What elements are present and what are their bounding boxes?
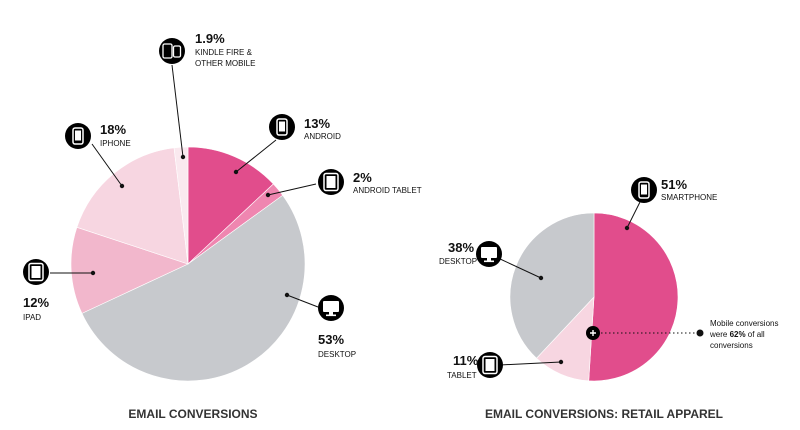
value-label-desktop-retail: 38% (448, 240, 474, 255)
leader-iphone (91, 143, 123, 187)
leader-android (235, 139, 277, 173)
labels-email-conversions: 13%ANDROID 2%ANDROID TABLET 53% DESKTOP 12% I… (23, 31, 422, 359)
leader-dot-kindle (180, 154, 186, 160)
email-slice-ipad (70, 226, 189, 314)
category-label-kindle-line2: OTHER MOBILE (195, 59, 255, 68)
multi-device-icon (159, 38, 185, 64)
leader-desktop-retail (497, 257, 542, 279)
leader-desktop (286, 294, 319, 308)
category-label-ipad: IPAD (23, 313, 41, 322)
annotation-were: were (709, 330, 730, 339)
leader-android-tablet (267, 183, 317, 196)
smartphone-icon (269, 114, 295, 140)
annotation-of-all: of all (746, 330, 765, 339)
desktop-icon (476, 241, 502, 267)
chart-title-retail-apparel: EMAIL CONVERSIONS: RETAIL APPAREL (485, 407, 723, 421)
plus-icon (586, 326, 600, 340)
pie-chart-retail-apparel (509, 212, 679, 382)
email-slice-android (187, 146, 274, 265)
annotation-line1: Mobile conversions (710, 319, 778, 328)
tablet-icon (318, 169, 344, 195)
tablet-icon (23, 259, 49, 285)
leader-dot-iphone (119, 183, 125, 189)
desktop-icon (318, 295, 344, 321)
category-label-desktop: DESKTOP (318, 350, 356, 359)
leader-dot-android (233, 169, 239, 175)
category-label-android-tablet: ANDROID TABLET (353, 186, 422, 195)
leader-dot-smartphone (624, 225, 630, 231)
leader-kindle (171, 64, 184, 158)
category-label-android: ANDROID (304, 132, 341, 141)
category-label-desktop-retail: DESKTOP (439, 257, 477, 266)
value-label-smartphone: 51% (661, 177, 687, 192)
leader-dot-tablet (558, 359, 564, 365)
annotation-percent: 62% (730, 330, 746, 339)
value-label-tablet: 11% (453, 353, 479, 368)
leader-dot-desktop-retail (538, 275, 544, 281)
labels-retail-apparel: 51%SMARTPHONE 11% TABLET 38% DESKTOP Mobile c… (439, 177, 778, 380)
annotation-line3: conversions (710, 341, 753, 350)
value-label-iphone: 18% (100, 122, 126, 137)
annotation-end-dot (696, 329, 704, 337)
category-label-kindle-line1: KINDLE FIRE & (195, 48, 253, 57)
smartphone-icon (631, 177, 657, 203)
value-label-ipad: 12% (23, 295, 49, 310)
annotation-line2: were 62% of all (709, 330, 765, 339)
email-slice-kindle-fire-other-mobile (173, 146, 189, 265)
pie-chart-email-conversions (70, 146, 306, 382)
email-slice-desktop (81, 194, 306, 382)
category-label-iphone: IPHONE (100, 139, 131, 148)
value-label-android: 13% (304, 116, 330, 131)
smartphone-icon (65, 123, 91, 149)
value-label-kindle: 1.9% (195, 31, 225, 46)
tablet-icon (477, 352, 503, 378)
chart-title-email-conversions: EMAIL CONVERSIONS (128, 407, 257, 421)
leader-smartphone (626, 197, 643, 229)
leader-dot-android-tablet (265, 192, 271, 198)
leader-dot-ipad (90, 270, 96, 276)
leader-dot-desktop (284, 292, 290, 298)
category-label-tablet: TABLET (447, 371, 477, 380)
email-slice-iphone (76, 147, 189, 265)
category-label-smartphone: SMARTPHONE (661, 193, 717, 202)
retail-slice-smartphone (588, 212, 679, 382)
value-label-desktop: 53% (318, 332, 344, 347)
leader-tablet (499, 361, 562, 366)
value-label-android-tablet: 2% (353, 170, 372, 185)
